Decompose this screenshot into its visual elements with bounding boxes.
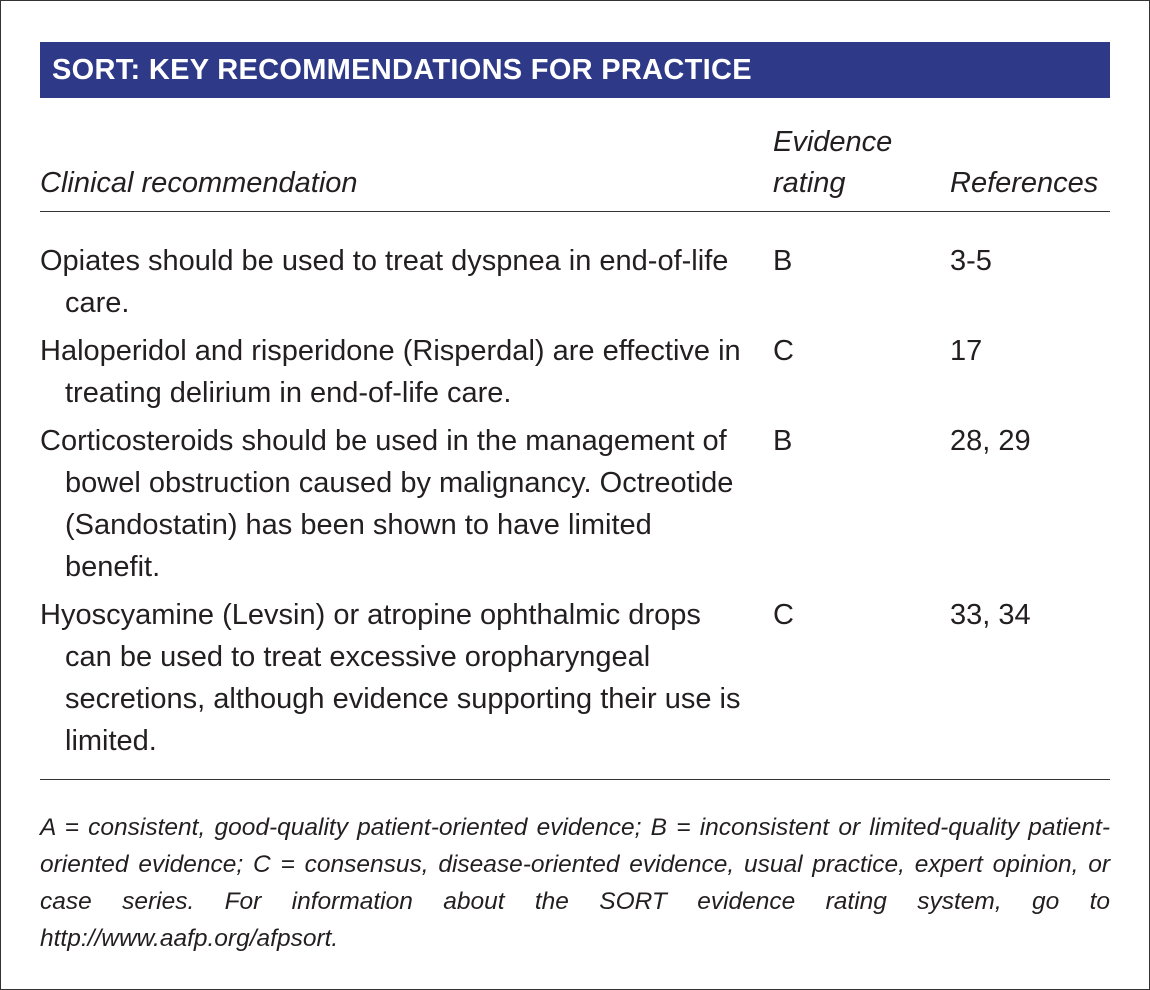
table-row: Haloperidol and risperidone (Risperdal) … [40,324,1110,414]
table-cell: 3-5 [950,245,992,277]
column-header: Evidence rating [773,126,893,199]
footnote: A = consistent, good-quality patient-ori… [40,814,1110,952]
table-cell: Hyoscyamine (Levsin) or atropine ophthal… [40,599,741,757]
title-bar: SORT: KEY RECOMMENDATIONS FOR PRACTICE [40,42,1110,98]
table-cell: C [773,335,794,367]
table-row: Opiates should be used to treat dyspnea … [40,234,1110,324]
table-cell: Haloperidol and risperidone (Risperdal) … [40,335,741,409]
table-cell: Corticosteroids should be used in the ma… [40,425,734,583]
table-row: Corticosteroids should be used in the ma… [40,414,1110,588]
table-cell: 33, 34 [950,599,1031,631]
table-cell: B [773,425,793,457]
table-cell: Opiates should be used to treat dyspnea … [40,245,729,319]
table: Clinical recommendation Evidence rating … [40,122,1110,780]
table-header: Clinical recommendation Evidence rating … [40,122,1110,212]
table-cell: B [773,245,793,277]
table-body: Opiates should be used to treat dyspnea … [40,212,1110,780]
table-cell: 28, 29 [950,425,1031,457]
table-cell: 17 [950,335,983,367]
column-header: Clinical recommendation [40,167,358,199]
column-header: References [950,167,1099,199]
table-cell: C [773,599,794,631]
table-row: Hyoscyamine (Levsin) or atropine ophthal… [40,588,1110,762]
